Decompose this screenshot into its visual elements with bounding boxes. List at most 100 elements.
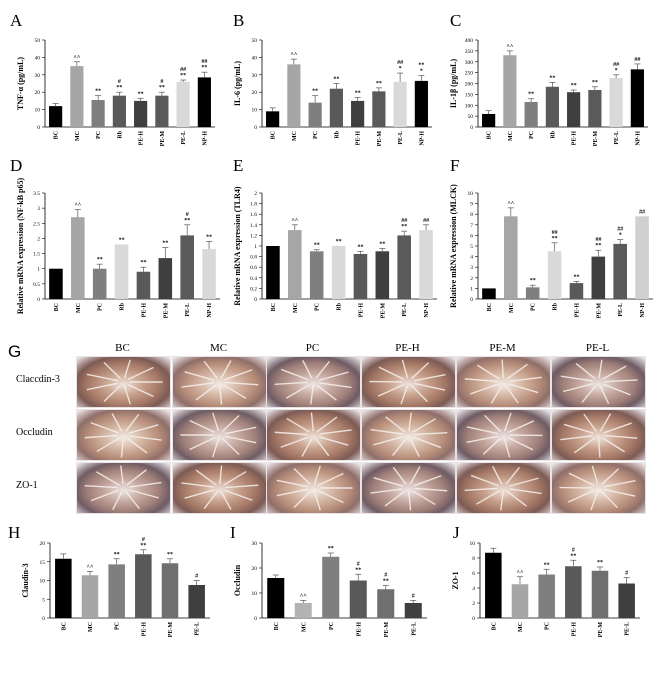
y-tick-label: 0 <box>472 616 475 622</box>
chart-h: H05101520Claudin-3BC^^MC**PC**#PE-H**PE-… <box>8 523 210 637</box>
category-label: BC <box>54 131 60 139</box>
tissue-folds <box>84 465 162 510</box>
significance-label: ** <box>180 73 186 79</box>
tissue-folds <box>181 465 259 510</box>
bar <box>482 113 496 127</box>
bar <box>135 554 152 618</box>
bar <box>322 556 340 618</box>
significance-label: ^^ <box>300 594 307 600</box>
tissue-folds <box>86 359 163 405</box>
significance-label: ## <box>552 230 558 236</box>
y-tick-label: 2.5 <box>33 221 40 227</box>
y-tick-label: 0 <box>37 297 40 303</box>
category-label: Rb <box>334 130 340 138</box>
category-label: PE-L <box>411 622 417 636</box>
category-label: MC <box>88 622 94 632</box>
ihc-image-tile <box>361 462 456 514</box>
category-label: PC <box>329 622 335 630</box>
category-label: NP-H <box>207 303 213 318</box>
y-axis-label: Relative mRNA expression (NF-kB p65) <box>16 178 25 315</box>
y-tick-label: 2 <box>470 276 473 282</box>
bar <box>308 102 322 127</box>
category-label: PC <box>315 303 321 311</box>
significance-label: ## <box>634 57 640 63</box>
y-tick-label: 0 <box>254 297 257 303</box>
panel-letter-h: H <box>8 523 20 542</box>
y-axis-label: IL-1β (pg/mL) <box>449 59 458 109</box>
tissue-folds <box>464 359 542 404</box>
ihc-image-tile <box>76 409 171 461</box>
significance-label: ** <box>333 77 339 83</box>
category-label: BC <box>491 622 497 630</box>
significance-label: ** <box>549 75 555 81</box>
bar <box>49 106 63 127</box>
bar <box>613 243 627 299</box>
tissue-folds <box>370 412 448 457</box>
bar <box>482 288 496 299</box>
bar <box>287 64 301 127</box>
category-label: PC <box>115 622 121 630</box>
significance-label: ** <box>114 552 120 558</box>
y-tick-label: 250 <box>465 71 474 77</box>
y-tick-label: 20 <box>252 566 258 572</box>
y-tick-label: 40 <box>252 55 258 61</box>
category-label: NP-H <box>419 131 425 146</box>
y-tick-label: 10 <box>468 191 474 197</box>
panel-letter-d: D <box>10 156 22 175</box>
bar <box>55 558 72 618</box>
significance-label: ** <box>119 237 125 243</box>
significance-label: ** <box>97 257 103 263</box>
bar <box>188 585 205 618</box>
category-label: PE-L <box>614 131 620 145</box>
significance-label: # <box>572 547 575 553</box>
bar <box>197 77 211 127</box>
bar <box>375 251 390 299</box>
tissue-folds <box>84 413 162 458</box>
y-tick-label: 1 <box>37 267 40 273</box>
category-label: PE-M <box>160 131 166 147</box>
y-tick-label: 2 <box>472 601 475 607</box>
y-tick-label: 0 <box>37 125 40 131</box>
y-tick-label: 0 <box>470 297 473 303</box>
y-axis-label: Relative mRNA expression (TLR4) <box>233 186 242 306</box>
y-tick-label: 1.2 <box>250 233 257 239</box>
bar <box>267 578 285 618</box>
bar <box>136 271 151 299</box>
ihc-row-label: Claccdin-3 <box>16 374 60 385</box>
bar <box>618 583 635 618</box>
category-label: PE-H <box>141 303 147 318</box>
category-label: MC <box>508 131 514 141</box>
category-label: PE-M <box>593 131 599 147</box>
significance-label: ** <box>573 275 579 281</box>
tissue-folds <box>464 466 542 511</box>
category-label: PC <box>531 303 537 311</box>
ihc-image-tile <box>361 356 456 408</box>
bar <box>114 244 129 299</box>
ihc-image-tile <box>266 409 361 461</box>
significance-label: ** <box>116 85 122 91</box>
significance-label: ** <box>167 552 173 558</box>
ihc-image-tile <box>266 356 361 408</box>
ihc-image-tile <box>551 409 646 461</box>
significance-label: ** <box>314 243 320 249</box>
significance-label: ** <box>570 553 576 559</box>
category-label: PE-M <box>384 622 390 638</box>
panel-letter-i: I <box>230 523 236 542</box>
y-tick-label: 3 <box>470 265 473 271</box>
significance-label: # <box>412 594 415 600</box>
y-tick-label: 50 <box>35 38 41 44</box>
y-axis-label: IL-6 (pg/mL) <box>233 61 242 106</box>
bar <box>288 230 302 299</box>
significance-label: ^^ <box>73 55 80 61</box>
significance-label: ** <box>401 224 407 230</box>
category-label: BC <box>271 131 277 139</box>
y-tick-label: 0.4 <box>250 276 257 282</box>
category-label: PE-L <box>398 131 404 145</box>
significance-label: * <box>420 69 423 75</box>
y-tick-label: 0 <box>254 616 257 622</box>
bar <box>155 95 169 127</box>
ihc-column-title: PC <box>305 342 320 354</box>
tissue-folds <box>559 465 636 511</box>
bar <box>485 552 502 618</box>
